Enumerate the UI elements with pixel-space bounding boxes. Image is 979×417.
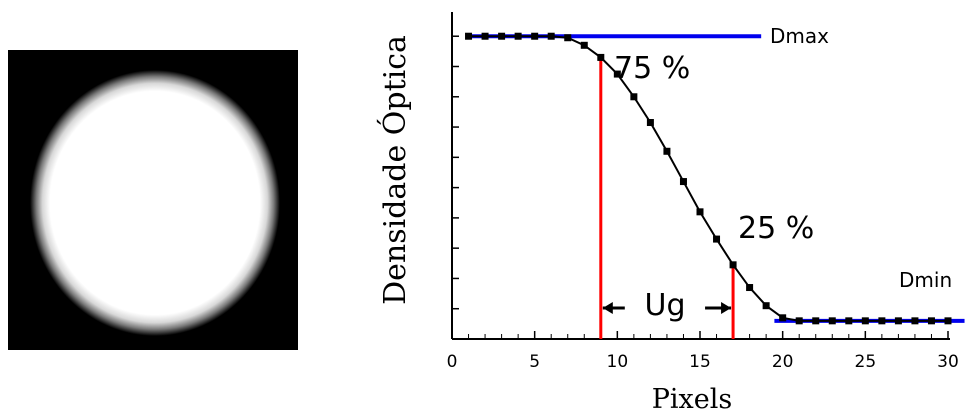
data-point	[630, 93, 638, 101]
data-point	[531, 32, 539, 40]
curve-line	[468, 35, 948, 322]
y-axis-label: Densidade Óptica	[377, 35, 413, 305]
data-point	[927, 317, 935, 325]
data-point	[481, 32, 489, 40]
data-point	[828, 317, 836, 325]
data-point	[911, 317, 919, 325]
profile-curve	[465, 32, 952, 325]
x-tick-label: 5	[529, 352, 540, 372]
marker-25-label: 25 %	[738, 211, 814, 246]
data-point	[762, 302, 770, 310]
x-tick-label: 30	[937, 352, 959, 372]
data-point	[878, 317, 886, 325]
marker-75-label: 75 %	[614, 51, 690, 86]
labels: Densidade Óptica Pixels Dmax Dmin 75 % 2…	[377, 24, 952, 415]
data-point	[812, 317, 820, 325]
data-point	[498, 32, 506, 40]
data-point	[944, 317, 952, 325]
data-point	[580, 41, 588, 49]
data-point	[779, 314, 787, 322]
data-point	[564, 34, 572, 42]
ug-label: Ug	[644, 288, 685, 323]
x-axis-label: Pixels	[652, 384, 733, 415]
data-point	[514, 32, 522, 40]
ticks: 0 5 10 15 20 25 30	[447, 35, 959, 372]
data-point	[696, 208, 704, 216]
x-tick-label: 15	[689, 352, 711, 372]
ug-arrowhead-right	[721, 302, 732, 314]
data-point	[729, 261, 737, 269]
dmin-label: Dmin	[899, 268, 952, 292]
edge-image-panel	[8, 50, 298, 350]
axes	[451, 12, 950, 340]
percent-markers	[599, 57, 735, 339]
data-point	[795, 317, 803, 325]
data-point	[547, 32, 555, 40]
data-point	[663, 147, 671, 155]
data-point	[597, 53, 605, 61]
reference-lines	[468, 34, 965, 323]
data-point	[861, 317, 869, 325]
x-tick-label: 10	[607, 352, 629, 372]
data-point	[713, 235, 721, 243]
x-tick-label: 20	[772, 352, 794, 372]
x-tick-label: 25	[855, 352, 877, 372]
data-point	[746, 284, 754, 292]
data-point	[894, 317, 902, 325]
dmax-label: Dmax	[770, 24, 829, 48]
data-point	[679, 178, 687, 186]
x-tick-label: 0	[447, 352, 458, 372]
blurred-disc	[30, 70, 280, 336]
data-point	[465, 32, 473, 40]
data-point	[646, 119, 654, 127]
data-point	[845, 317, 853, 325]
data-point	[613, 70, 621, 78]
ug-arrowhead-left	[602, 302, 613, 314]
